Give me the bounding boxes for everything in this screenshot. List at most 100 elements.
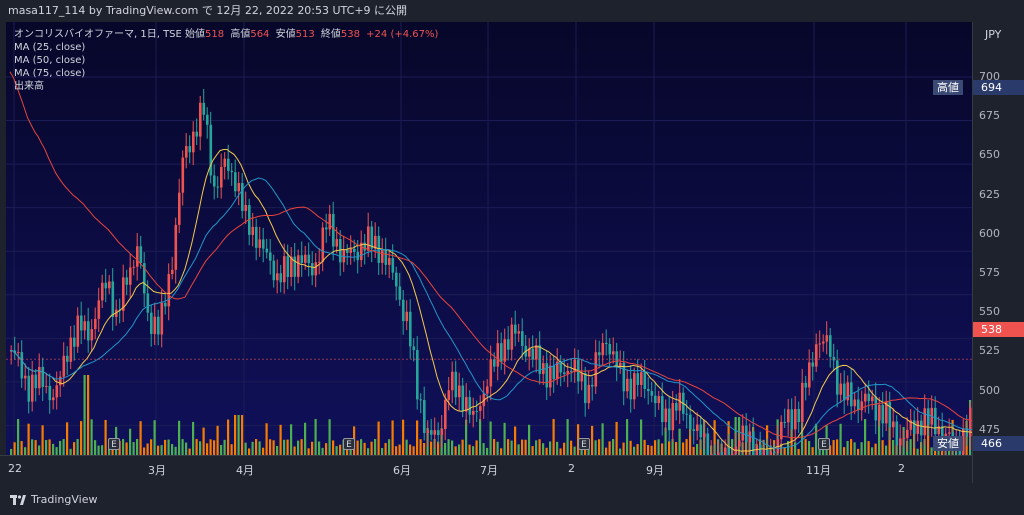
volume-bar: [409, 444, 412, 455]
earnings-marker[interactable]: E: [108, 438, 120, 450]
candle-body: [759, 445, 762, 455]
candle-body: [657, 396, 661, 404]
earnings-marker[interactable]: E: [818, 438, 830, 450]
candle-body: [346, 249, 349, 253]
candle-body: [545, 363, 549, 388]
candle-body: [647, 389, 650, 392]
candle-body: [629, 378, 633, 400]
volume-bar: [80, 421, 83, 455]
volume-bar: [612, 439, 615, 455]
volume-bar: [66, 422, 69, 455]
candle-body: [209, 124, 213, 176]
volume-bar: [206, 443, 209, 455]
volume-bar: [871, 447, 874, 455]
volume-bar: [416, 420, 419, 455]
candle-body: [73, 337, 76, 347]
volume-bar: [643, 439, 646, 455]
volume-bar: [335, 446, 338, 455]
volume-bar: [629, 440, 632, 455]
volume-bar: [591, 425, 594, 455]
candle-body: [500, 343, 503, 362]
candle-body: [230, 170, 234, 173]
price-chart[interactable]: [6, 22, 972, 455]
volume-bar: [514, 426, 517, 455]
chart-pane[interactable]: [6, 22, 972, 483]
price-tick: 675: [979, 109, 1000, 122]
candle-body: [188, 146, 192, 153]
ma25-line: [9, 149, 972, 452]
volume-bar: [517, 444, 520, 455]
volume-bar: [398, 444, 401, 455]
candle-body: [48, 385, 52, 401]
volume-bar: [122, 439, 125, 455]
candle-body: [829, 335, 832, 357]
ma75-line: [9, 71, 972, 439]
candle-body: [381, 250, 384, 263]
candle-body: [276, 273, 279, 281]
candle-body: [804, 382, 808, 388]
volume-bar: [17, 419, 20, 455]
volume-bar: [395, 446, 398, 455]
volume-bar: [220, 444, 223, 455]
time-axis[interactable]: 22 3月 4月 6月 7月 2 9月 11月 2: [0, 455, 972, 483]
volume-bar: [808, 441, 811, 455]
candle-body: [871, 396, 874, 402]
volume-bar: [836, 439, 839, 455]
volume-bar: [857, 448, 860, 455]
volume-bar: [843, 447, 846, 455]
volume-bar: [472, 446, 475, 455]
volume-bar: [241, 415, 244, 455]
price-scale[interactable]: JPY 700 675 650 625 600 575 550 525 500 …: [972, 22, 1024, 483]
candle-body: [818, 343, 822, 345]
candle-body: [293, 256, 297, 277]
ma25-legend[interactable]: MA (25, close): [14, 42, 86, 53]
volume-bar: [276, 445, 279, 455]
candle-body: [108, 281, 111, 289]
earnings-marker[interactable]: E: [343, 438, 355, 450]
candle-body: [27, 375, 31, 402]
candle-body: [160, 302, 164, 335]
candle-body: [920, 420, 923, 436]
volume-bar: [419, 439, 422, 455]
candle-body: [811, 362, 815, 367]
ma50-legend[interactable]: MA (50, close): [14, 55, 86, 66]
volume-bar: [87, 375, 90, 455]
candle-body: [157, 316, 160, 335]
earnings-marker[interactable]: E: [578, 438, 590, 450]
candle-body: [419, 399, 423, 401]
volume-bar: [38, 445, 41, 455]
price-tick: 550: [979, 305, 1000, 318]
volume-legend[interactable]: 出来高: [14, 81, 44, 92]
candle-body: [279, 273, 283, 283]
candle-body: [482, 393, 486, 407]
volume-bar: [542, 443, 545, 455]
price-tick: 500: [979, 384, 1000, 397]
chart-background: [6, 22, 972, 455]
candle-body: [13, 350, 17, 353]
price-tick: 700: [979, 70, 1000, 83]
volume-bar: [293, 446, 296, 455]
candle-body: [825, 335, 829, 342]
tradingview-logo[interactable]: TradingView: [10, 493, 97, 506]
time-label: 22: [8, 462, 22, 475]
volume-bar: [570, 440, 573, 455]
volume-bar: [594, 440, 597, 455]
volume-bar: [521, 439, 524, 455]
candle-body: [843, 383, 846, 401]
candle-body: [335, 239, 339, 247]
volume-bar: [598, 439, 601, 455]
candle-body: [360, 242, 363, 261]
candle-body: [164, 302, 167, 307]
candle-body: [962, 428, 965, 455]
volume-bar: [48, 439, 51, 455]
candle-body: [374, 235, 377, 249]
volume-bar: [619, 448, 622, 455]
candle-body: [664, 408, 668, 423]
volume-bar: [307, 448, 310, 455]
candle-body: [181, 157, 185, 193]
ma75-legend[interactable]: MA (75, close): [14, 68, 86, 79]
volume-bar: [391, 420, 394, 455]
candle-body: [909, 420, 913, 430]
candle-body: [762, 449, 766, 455]
volume-bar: [850, 439, 853, 455]
